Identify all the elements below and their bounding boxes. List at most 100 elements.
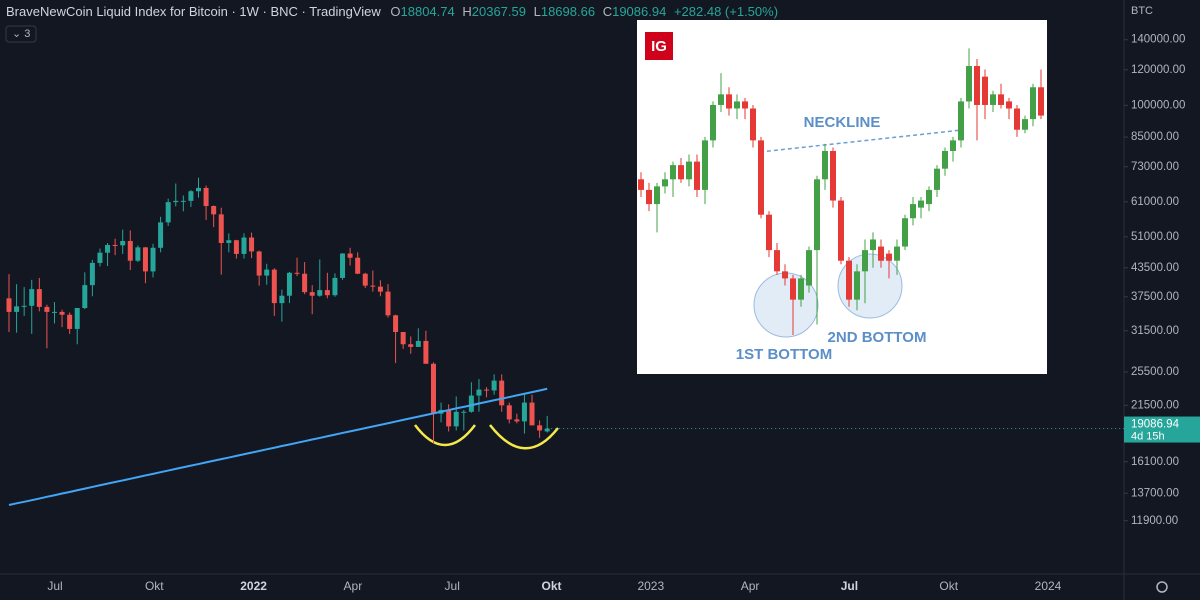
last-price-box: [1124, 416, 1200, 443]
bottom-circle: [837, 253, 903, 319]
candle-body: [89, 262, 95, 286]
candle-body: [1022, 119, 1028, 130]
x-tick-label: Jul: [47, 579, 62, 593]
x-tick-label: Apr: [741, 579, 760, 593]
candle-body: [415, 340, 421, 347]
ohlc-prefix: O: [390, 4, 400, 19]
candle-body: [742, 101, 748, 109]
candle-body: [942, 150, 948, 169]
candle-body: [74, 308, 80, 329]
candle-body: [196, 187, 201, 192]
candle-body: [347, 253, 353, 258]
candle-body: [878, 246, 884, 261]
y-tick-label: 11900.00: [1131, 515, 1178, 527]
candle-body: [710, 104, 716, 141]
candle-body: [910, 204, 916, 219]
candle-body: [822, 150, 828, 180]
candle-body: [385, 291, 391, 316]
candle-body: [814, 179, 820, 251]
candle-body: [29, 289, 35, 306]
candle-body: [934, 168, 940, 190]
candle-body: [14, 306, 20, 312]
candle-body: [332, 277, 338, 296]
main-plot: [6, 177, 550, 506]
candle-body: [950, 140, 956, 151]
candle-body: [521, 402, 527, 422]
y-tick-label: 21500.00: [1131, 399, 1179, 411]
candle-body: [340, 253, 346, 278]
candle-body: [105, 244, 111, 253]
countdown: 4d 15h: [1131, 430, 1165, 442]
ig-logo-text: IG: [651, 38, 667, 55]
candle-body: [271, 269, 277, 304]
candle-body: [362, 273, 368, 286]
candle-body: [974, 66, 980, 105]
annotation: 1ST BOTTOM: [736, 346, 832, 363]
x-tick-label: Jul: [841, 579, 858, 593]
candle-body: [654, 186, 660, 205]
candle-body: [324, 290, 330, 296]
candle-body: [453, 411, 459, 427]
x-tick-label: Apr: [344, 579, 363, 593]
candle-body: [67, 314, 73, 329]
candle-body: [734, 101, 740, 109]
settings-icon[interactable]: [1156, 581, 1168, 593]
candle-body: [286, 272, 292, 296]
candle-body: [646, 189, 652, 205]
candle-body: [127, 241, 133, 261]
y-tick-label: 16100.00: [1131, 456, 1179, 468]
annotation: NECKLINE: [804, 114, 881, 131]
y-tick-label: 61000.00: [1131, 196, 1179, 208]
candle-body: [218, 214, 224, 243]
candle-body: [317, 290, 323, 296]
ohlc-value: 19086.94: [612, 4, 666, 19]
indicator-count[interactable]: ⌄ 3: [12, 28, 30, 40]
candle-body: [774, 250, 780, 272]
indicator-badge[interactable]: [5, 25, 37, 43]
currency[interactable]: BTC: [1131, 5, 1153, 17]
candle-body: [279, 295, 285, 304]
x-tick-label: 2024: [1035, 579, 1062, 593]
candle-body: [766, 214, 772, 251]
candle-body: [484, 389, 490, 391]
header: BraveNewCoin Liquid Index for Bitcoin · …: [6, 4, 778, 19]
candle-body: [902, 218, 908, 247]
candle-body: [499, 380, 505, 406]
ohlc-prefix: C: [603, 4, 612, 19]
candle-body: [830, 150, 836, 201]
candle-body: [990, 94, 996, 105]
candle-body: [446, 409, 452, 427]
ig-logo: [645, 32, 673, 60]
x-tick-label: Okt: [939, 579, 958, 593]
y-tick-label: 120000.00: [1131, 64, 1185, 76]
candle-body: [966, 66, 972, 102]
candle-body: [430, 363, 436, 414]
candle-body: [241, 237, 247, 254]
candle-body: [142, 247, 148, 272]
candle-body: [173, 200, 179, 203]
candle-body: [21, 305, 27, 307]
candle-body: [718, 94, 724, 105]
candle-body: [982, 76, 988, 105]
candle-body: [355, 257, 361, 274]
candle-body: [408, 344, 414, 347]
candle-body: [249, 237, 255, 252]
candle-body: [678, 165, 684, 180]
x-tick-label: 2022: [240, 579, 267, 593]
neckline: [759, 129, 963, 153]
candle-body: [694, 161, 700, 190]
candle-body: [686, 161, 692, 180]
candle-body: [158, 222, 164, 248]
candle-body: [6, 298, 12, 312]
candle-body: [1014, 108, 1020, 130]
candle-body: [203, 187, 209, 207]
candle-body: [309, 292, 315, 296]
candle-body: [393, 315, 399, 333]
y-tick-label: 100000.00: [1131, 99, 1185, 111]
candle-body: [750, 108, 756, 141]
indicator-count-value[interactable]: 3: [24, 28, 30, 40]
candle-body: [862, 250, 868, 272]
candle-body: [638, 179, 644, 190]
candle-body: [726, 94, 732, 109]
